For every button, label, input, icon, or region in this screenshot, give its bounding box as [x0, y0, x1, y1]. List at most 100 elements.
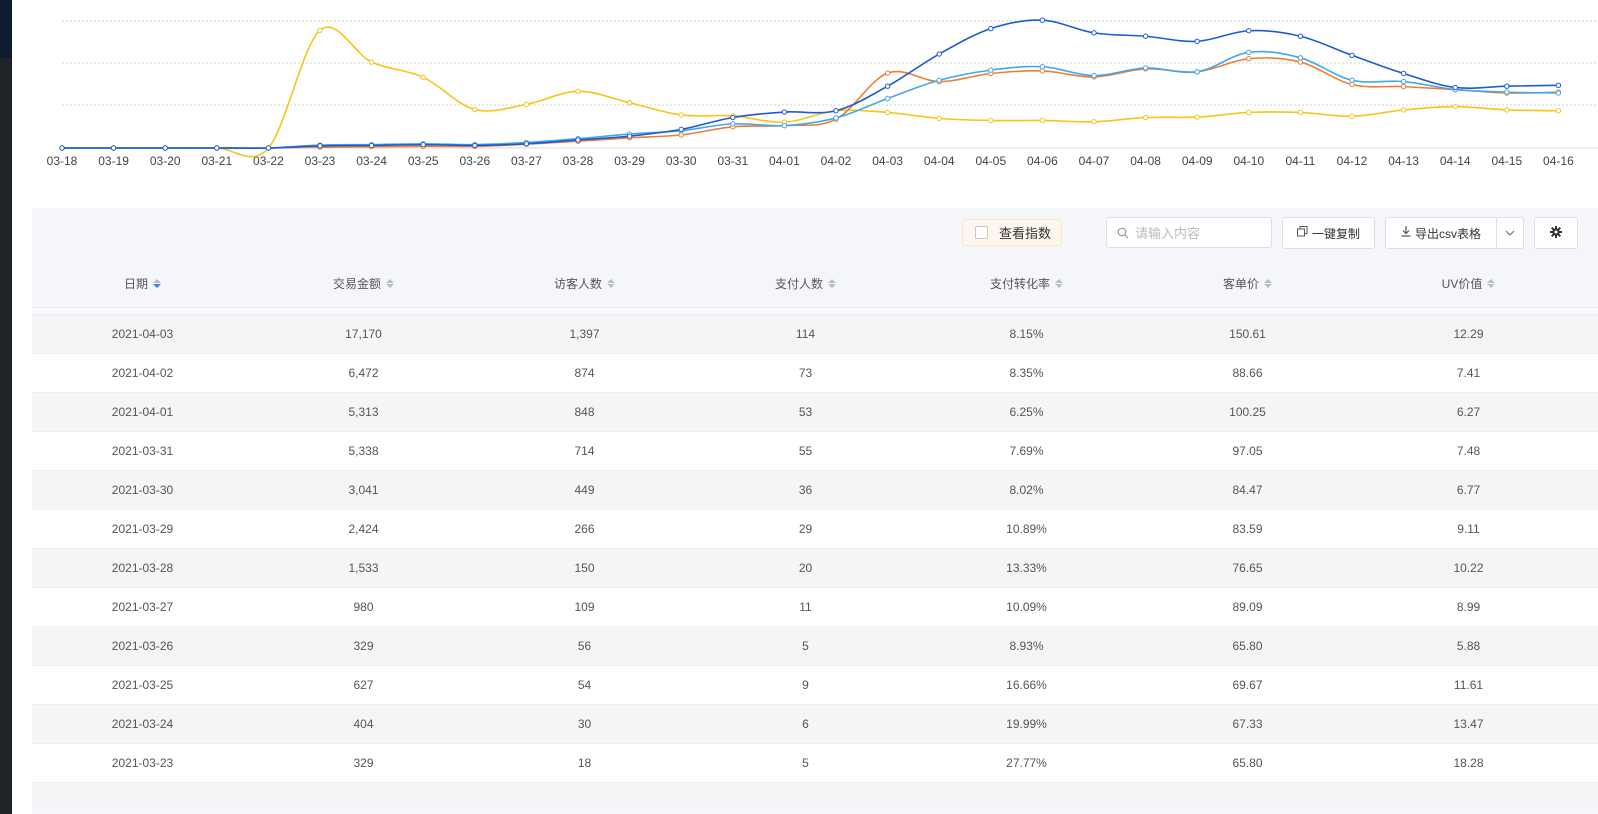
- series-dark-blue-point[interactable]: [162, 145, 168, 151]
- series-dark-blue-point[interactable]: [678, 126, 684, 133]
- checkbox-box[interactable]: [975, 226, 988, 239]
- series-yellow-point[interactable]: [1142, 114, 1149, 121]
- series-light-blue-point[interactable]: [1039, 64, 1046, 70]
- table-row[interactable]: 2021-04-03 17,170 1,397 114 8.15% 150.61 12.29: [32, 314, 1598, 353]
- series-light-blue-point[interactable]: [1504, 89, 1510, 95]
- series-dark-blue-point[interactable]: [317, 143, 323, 149]
- series-yellow-point[interactable]: [420, 74, 426, 81]
- series-yellow-point[interactable]: [523, 101, 530, 108]
- series-light-blue-point[interactable]: [781, 122, 788, 129]
- series-light-blue-point[interactable]: [833, 115, 839, 121]
- series-dark-blue-point[interactable]: [988, 25, 994, 32]
- series-dark-blue-point[interactable]: [1194, 38, 1200, 45]
- series-dark-blue-point[interactable]: [936, 51, 942, 57]
- table-row[interactable]: 2021-03-30 3,041 449 36 8.02% 84.47 6.77: [32, 470, 1598, 509]
- series-yellow-point[interactable]: [678, 112, 684, 118]
- series-yellow-point[interactable]: [1504, 107, 1510, 113]
- series-yellow-point[interactable]: [1246, 109, 1252, 116]
- series-yellow-point[interactable]: [1555, 108, 1562, 114]
- series-yellow-point[interactable]: [368, 59, 375, 65]
- sort-icon[interactable]: [1264, 279, 1272, 288]
- sort-icon[interactable]: [386, 279, 394, 288]
- series-dark-blue-point[interactable]: [265, 145, 272, 151]
- search-input[interactable]: 请输入内容: [1106, 217, 1272, 248]
- series-light-blue-point[interactable]: [1091, 72, 1097, 79]
- series-dark-blue-point[interactable]: [575, 137, 581, 143]
- export-csv-button[interactable]: 导出csv表格: [1385, 217, 1524, 249]
- series-dark-blue-point[interactable]: [523, 141, 530, 147]
- table-row[interactable]: 2021-03-26 329 56 5 8.93% 65.80 5.88: [32, 626, 1598, 665]
- sort-icon[interactable]: [828, 279, 836, 288]
- table-row[interactable]: 2021-03-24 404 30 6 19.99% 67.33 13.47: [32, 704, 1598, 743]
- series-dark-blue-point[interactable]: [833, 108, 839, 114]
- series-dark-blue-point[interactable]: [1091, 30, 1097, 36]
- chevron-down-icon[interactable]: [1497, 218, 1523, 248]
- series-dark-blue-point[interactable]: [214, 145, 220, 151]
- series-yellow-point[interactable]: [626, 100, 633, 106]
- table-row[interactable]: 2021-04-02 6,472 874 73 8.35% 88.66 7.41: [32, 353, 1598, 392]
- series-light-blue-point[interactable]: [1555, 90, 1562, 96]
- table-row[interactable]: 2021-03-27 980 109 11 10.09% 89.09 8.99: [32, 587, 1598, 626]
- series-orange-point[interactable]: [884, 70, 891, 76]
- series-dark-blue-point[interactable]: [781, 109, 788, 115]
- series-light-blue-point[interactable]: [1400, 78, 1407, 85]
- series-dark-blue-point[interactable]: [1039, 17, 1046, 23]
- column-header[interactable]: 日期: [32, 275, 253, 292]
- series-dark-blue-point[interactable]: [59, 145, 65, 151]
- sort-icon[interactable]: [153, 279, 161, 288]
- series-yellow-point[interactable]: [472, 106, 478, 113]
- series-yellow-point[interactable]: [1349, 113, 1355, 119]
- series-dark-blue-point[interactable]: [1452, 84, 1458, 91]
- table-row[interactable]: 2021-03-31 5,338 714 55 7.69% 97.05 7.48: [32, 431, 1598, 470]
- series-dark-blue-point[interactable]: [110, 145, 117, 151]
- column-header[interactable]: 交易金额: [253, 275, 474, 292]
- series-dark-blue-point[interactable]: [1142, 33, 1149, 39]
- series-dark-blue-point[interactable]: [1297, 33, 1304, 39]
- table-row[interactable]: 2021-03-28 1,533 150 20 13.33% 76.65 10.22: [32, 548, 1598, 587]
- column-header[interactable]: 客单价: [1137, 275, 1358, 292]
- series-yellow-point[interactable]: [1039, 117, 1046, 124]
- series-dark-blue-point[interactable]: [884, 83, 891, 89]
- series-dark-blue-point[interactable]: [1349, 52, 1355, 58]
- table-row[interactable]: 2021-03-29 2,424 266 29 10.89% 83.59 9.11: [32, 509, 1598, 548]
- export-csv-main[interactable]: 导出csv表格: [1386, 218, 1497, 248]
- table-row[interactable]: 2021-03-25 627 54 9 16.66% 69.67 11.61: [32, 665, 1598, 704]
- series-light-blue-point[interactable]: [884, 95, 891, 102]
- view-index-checkbox[interactable]: 查看指数: [962, 219, 1062, 246]
- table-row[interactable]: 2021-03-23 329 18 5 27.77% 65.80 18.28: [32, 743, 1598, 782]
- series-light-blue-point[interactable]: [730, 121, 736, 127]
- series-yellow-point[interactable]: [884, 109, 891, 116]
- series-yellow-point[interactable]: [1297, 109, 1304, 116]
- series-dark-blue-point[interactable]: [420, 141, 426, 148]
- column-header[interactable]: 支付人数: [695, 275, 916, 292]
- series-light-blue-point[interactable]: [1194, 69, 1200, 75]
- series-dark-blue-point[interactable]: [1246, 28, 1252, 34]
- series-yellow-point[interactable]: [988, 117, 994, 124]
- series-dark-blue-point[interactable]: [368, 142, 375, 149]
- table-row[interactable]: 2021-04-01 5,313 848 53 6.25% 100.25 6.27: [32, 392, 1598, 431]
- series-dark-blue-point[interactable]: [1555, 82, 1562, 89]
- series-orange-point[interactable]: [1246, 55, 1252, 62]
- series-yellow-point[interactable]: [317, 27, 323, 34]
- series-dark-blue-point[interactable]: [1504, 83, 1510, 89]
- series-yellow-point[interactable]: [1400, 107, 1407, 113]
- series-light-blue-point[interactable]: [936, 77, 942, 83]
- column-header[interactable]: 支付转化率: [916, 275, 1137, 292]
- series-orange-point[interactable]: [1400, 83, 1407, 90]
- column-header[interactable]: 访客人数: [474, 275, 695, 292]
- series-light-blue-point[interactable]: [1349, 77, 1355, 83]
- sort-icon[interactable]: [1487, 279, 1496, 288]
- series-yellow-point[interactable]: [936, 115, 942, 122]
- column-header[interactable]: UV价值: [1358, 275, 1579, 292]
- copy-button[interactable]: 一键复制: [1282, 217, 1375, 249]
- series-light-blue-point[interactable]: [988, 67, 994, 73]
- series-light-blue-point[interactable]: [1246, 49, 1252, 56]
- series-yellow-point[interactable]: [1091, 119, 1097, 125]
- series-light-blue-point[interactable]: [1297, 55, 1304, 61]
- series-yellow-point[interactable]: [575, 88, 581, 94]
- series-yellow-point[interactable]: [1452, 103, 1458, 110]
- series-dark-blue-point[interactable]: [730, 114, 736, 121]
- settings-button[interactable]: [1534, 217, 1578, 249]
- series-dark-blue-point[interactable]: [626, 133, 633, 139]
- sort-icon[interactable]: [607, 279, 615, 288]
